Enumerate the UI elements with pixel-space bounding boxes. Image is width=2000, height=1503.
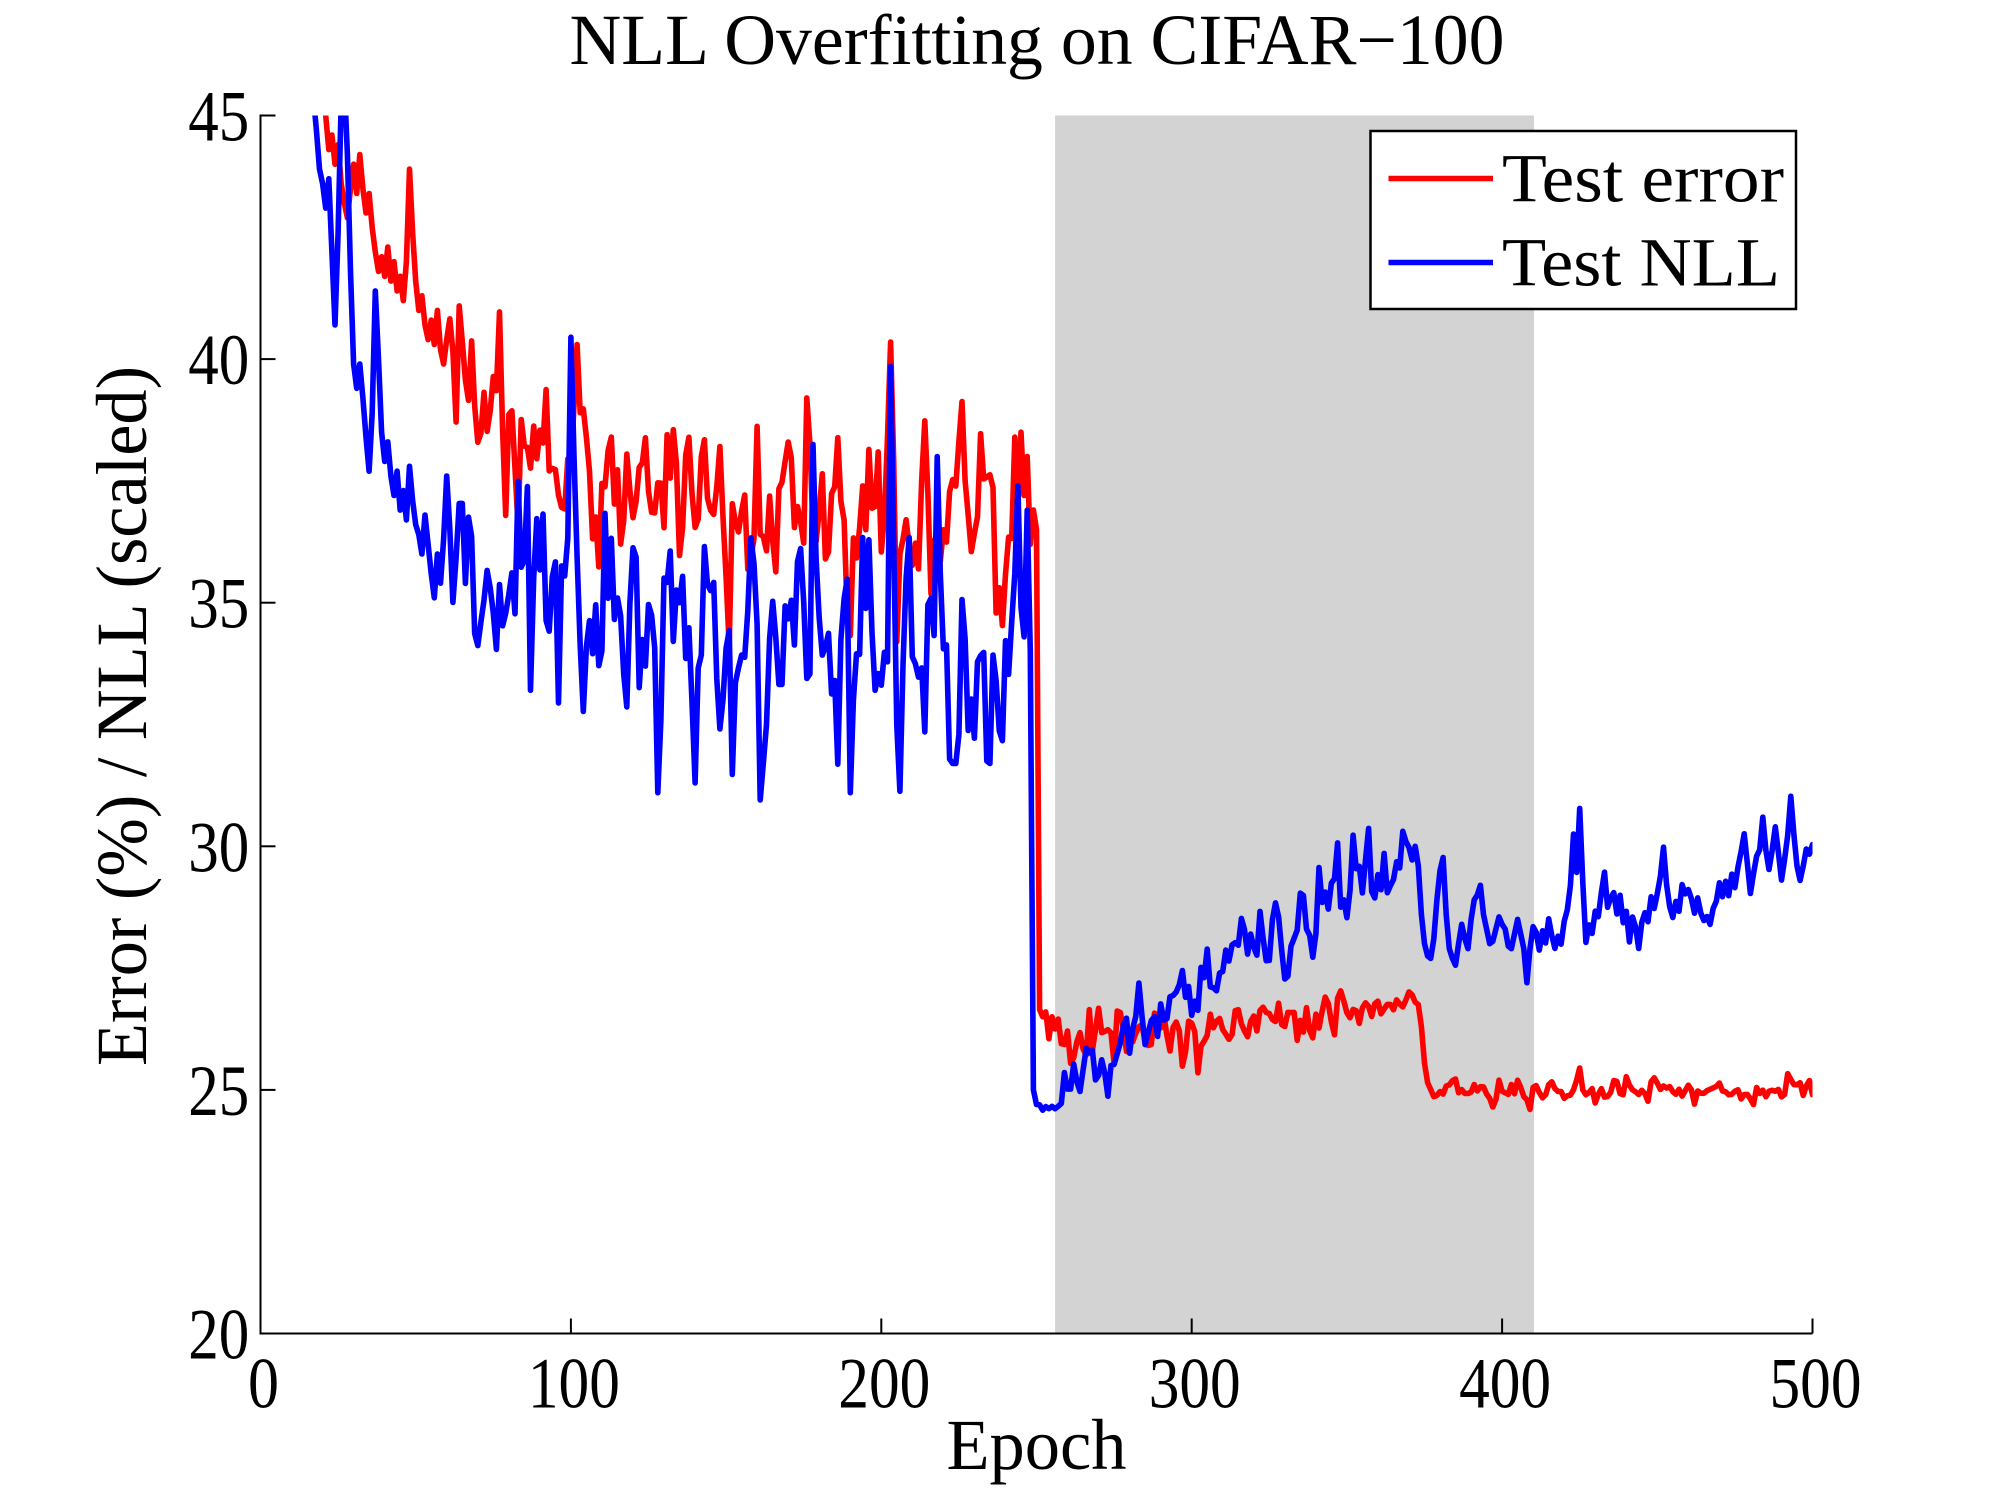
svg-text:NLL Overfitting on CIFAR−100: NLL Overfitting on CIFAR−100 [570,0,1505,80]
svg-text:30: 30 [188,807,249,887]
svg-text:Epoch: Epoch [947,1405,1127,1485]
svg-text:100: 100 [528,1344,620,1424]
svg-text:20: 20 [188,1295,249,1375]
svg-text:300: 300 [1149,1344,1241,1424]
svg-text:25: 25 [188,1051,249,1131]
svg-text:Test error: Test error [1502,141,1784,217]
svg-text:Error (%) / NLL (scaled): Error (%) / NLL (scaled) [82,366,162,1066]
svg-text:500: 500 [1770,1344,1862,1424]
svg-text:Test NLL: Test NLL [1502,225,1780,301]
svg-text:45: 45 [188,77,249,157]
svg-text:400: 400 [1459,1344,1551,1424]
svg-text:40: 40 [188,320,249,400]
svg-text:0: 0 [248,1344,279,1424]
svg-text:200: 200 [838,1344,930,1424]
svg-text:35: 35 [188,564,249,644]
